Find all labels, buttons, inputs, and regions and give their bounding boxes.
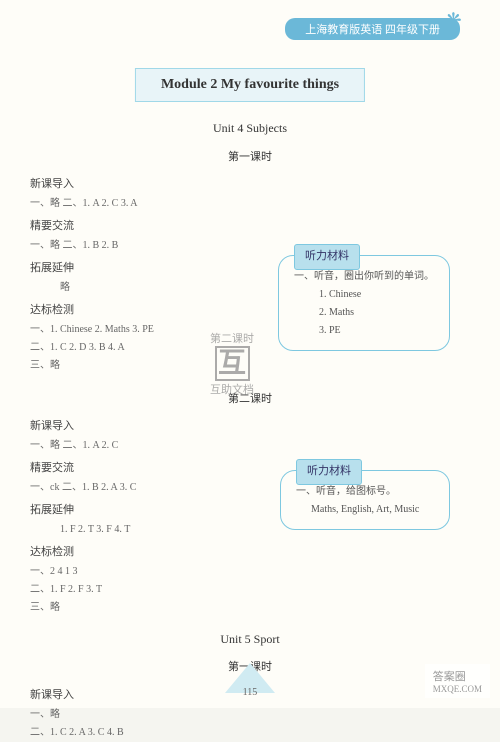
module-title: Module 2 My favourite things xyxy=(135,68,365,102)
listening-tab: 听力材料 xyxy=(294,244,360,270)
answer-text: 一、略 二、1. B 2. B xyxy=(30,237,290,255)
listening-instruction: 一、听音，给图标号。 xyxy=(296,483,434,501)
answer-text: 1. F 2. T 3. F 4. T xyxy=(60,521,290,539)
unit4-lesson2-block: 新课导入 一、略 二、1. A 2. C 精要交流 一、ck 二、1. B 2.… xyxy=(30,417,290,616)
section-label: 精要交流 xyxy=(30,217,290,237)
page-container: ❋ 上海教育版英语 四年级下册 Module 2 My favourite th… xyxy=(0,0,500,708)
answer-text: 二、1. F 2. F 3. T xyxy=(30,581,290,599)
unit4-lesson1-title: 第一课时 xyxy=(30,148,470,168)
listening-materials-box-1: 听力材料 一、听音，圈出你听到的单词。 1. Chinese 2. Maths … xyxy=(278,255,450,351)
listening-item: 3. PE xyxy=(319,322,434,340)
book-title-header: 上海教育版英语 四年级下册 xyxy=(285,18,460,40)
answer-text: 一、2 4 1 3 xyxy=(30,563,290,581)
section-label: 精要交流 xyxy=(30,459,290,479)
listening-materials-box-2: 听力材料 一、听音，给图标号。 Maths, English, Art, Mus… xyxy=(280,470,450,530)
listening-tab: 听力材料 xyxy=(296,459,362,485)
watermark-character: 互 xyxy=(215,346,250,381)
source-watermark: 答案圈 MXQE.COM xyxy=(425,664,490,698)
watermark-stamp: 第二课时 互 互助文档 xyxy=(210,330,254,397)
listening-item: Maths, English, Art, Music xyxy=(311,501,434,519)
listening-instruction: 一、听音，圈出你听到的单词。 xyxy=(294,268,434,286)
section-label: 拓展延伸 xyxy=(30,501,290,521)
page-number: 115 xyxy=(243,687,258,698)
answer-text: 二、1. C 2. A 3. C 4. B xyxy=(30,724,290,742)
section-label: 达标检测 xyxy=(30,543,290,563)
section-label: 拓展延伸 xyxy=(30,259,290,279)
watermark-text: 互助文档 xyxy=(210,381,254,397)
answer-text: 略 xyxy=(60,279,290,297)
watermark-line: 答案圈 xyxy=(433,668,482,684)
answer-text: 三、略 xyxy=(30,599,290,617)
unit5-title: Unit 5 Sport xyxy=(30,629,470,651)
answer-text: 一、略 二、1. A 2. C 3. A xyxy=(30,195,290,213)
watermark-line: MXQE.COM xyxy=(433,684,482,694)
section-label: 新课导入 xyxy=(30,417,290,437)
watermark-text: 第二课时 xyxy=(210,330,254,346)
section-label: 新课导入 xyxy=(30,175,290,195)
listening-item: 1. Chinese xyxy=(319,286,434,304)
answer-text: 一、略 二、1. A 2. C xyxy=(30,437,290,455)
listening-item: 2. Maths xyxy=(319,304,434,322)
answer-text: 一、ck 二、1. B 2. A 3. C xyxy=(30,479,290,497)
main-content: Unit 4 Subjects 第一课时 新课导入 一、略 二、1. A 2. … xyxy=(30,110,470,742)
answer-text: 一、略 xyxy=(30,706,290,724)
unit4-title: Unit 4 Subjects xyxy=(30,118,470,140)
section-label: 达标检测 xyxy=(30,301,290,321)
